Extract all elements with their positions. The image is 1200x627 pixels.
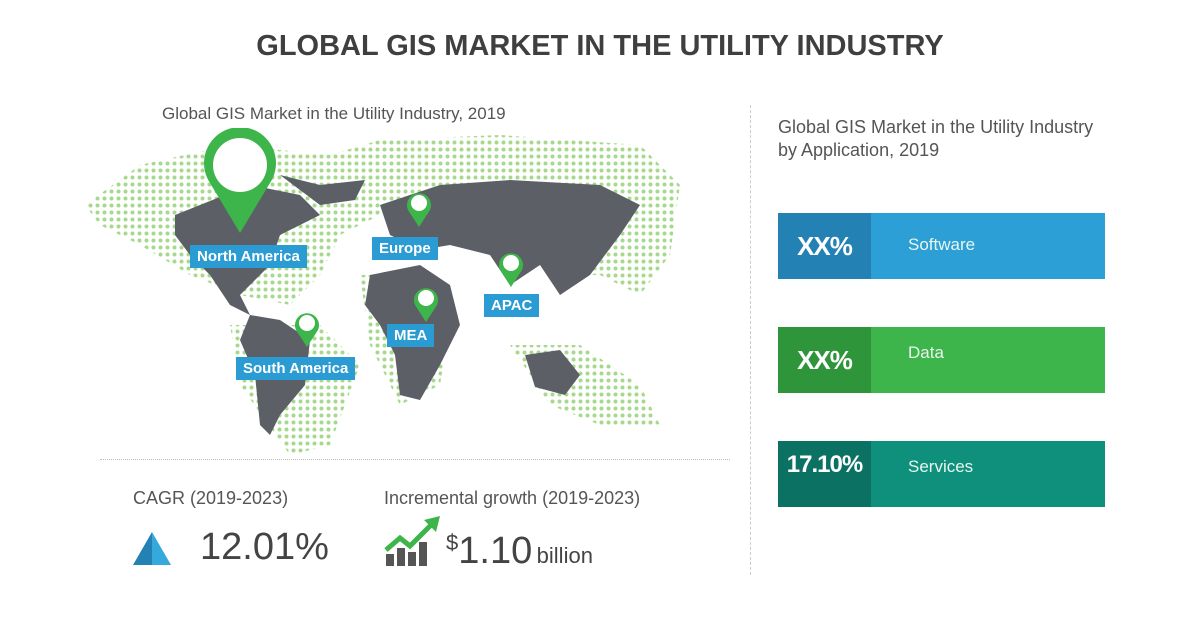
pin-apac-icon	[499, 253, 523, 287]
map-subtitle: Global GIS Market in the Utility Industr…	[162, 104, 506, 123]
growth-amount: 1.10	[458, 530, 533, 572]
pyramid-icon	[133, 532, 171, 565]
segment-software: XX% Software	[778, 213, 1105, 279]
segment-value: 17.10%	[778, 441, 871, 507]
label-europe: Europe	[372, 237, 438, 260]
segment-data: XX% Data	[778, 327, 1105, 393]
segment-value: XX%	[778, 327, 871, 393]
growth-value: $1.10 billion	[446, 530, 593, 573]
pin-north-america-icon	[204, 128, 276, 233]
segment-value: XX%	[778, 213, 871, 279]
label-south-america: South America	[236, 357, 356, 380]
growth-chart-icon	[384, 516, 440, 566]
label-apac: APAC	[484, 294, 540, 317]
segment-name: Data	[908, 343, 944, 362]
currency-symbol: $	[446, 530, 459, 555]
segment-name: Software	[908, 235, 976, 254]
segment-services: 17.10% Services	[778, 441, 1105, 507]
label-mea: MEA	[387, 324, 435, 347]
page-title: GLOBAL GIS MARKET IN THE UTILITY INDUSTR…	[256, 30, 944, 62]
vertical-divider	[750, 105, 751, 575]
cagr-value: 12.01%	[200, 526, 329, 568]
cagr-label: CAGR (2019-2023)	[133, 488, 289, 508]
pin-south-america-icon	[295, 313, 319, 347]
growth-label: Incremental growth (2019-2023)	[384, 488, 641, 508]
world-map	[85, 135, 680, 455]
application-heading: Global GIS Market in the Utility Industr…	[778, 117, 1094, 160]
segment-name: Services	[908, 457, 974, 476]
label-north-america: North America	[190, 245, 307, 268]
horizontal-divider	[100, 459, 730, 460]
pin-mea-icon	[414, 288, 438, 322]
growth-unit: billion	[536, 543, 593, 568]
pin-europe-icon	[407, 193, 431, 227]
